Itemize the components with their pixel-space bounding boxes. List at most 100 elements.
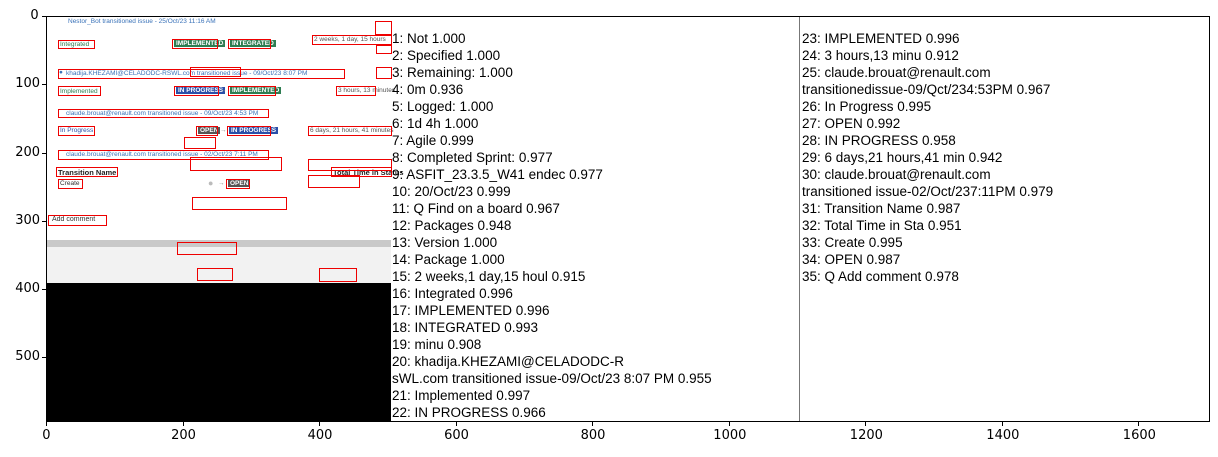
lozenge-2b: IMPLEMENTED [230,87,282,94]
lozenge-4: OPEN [228,180,251,187]
detection-box [177,242,237,255]
detection-box [227,126,271,136]
ocr-line: 29: 6 days,21 hours,41 min 0.942 [802,150,1003,165]
ocr-line: 30: claude.brouat@renault.com [802,167,991,182]
y-tick [42,357,46,359]
detection-box [58,86,101,96]
y-tick [42,220,46,222]
activity-3: claude.brouat@renault.com transitioned i… [66,110,259,117]
x-tick-label: 1200 [849,428,883,443]
ocr-line: 15: 2 weeks,1 day,15 houl 0.915 [392,269,586,284]
x-tick-label: 1400 [986,428,1020,443]
ocr-line: 11: Q Find on a board 0.967 [392,201,560,216]
ocr-line: 33: Create 0.995 [802,235,903,250]
activity-1: Nestor_Bot transitioned issue - 25/Oct/2… [68,18,216,25]
x-tick-label: 1000 [713,428,747,443]
ocr-line: 2: Specified 1.000 [392,48,501,63]
detection-box [197,268,233,281]
detection-box [312,35,392,45]
detection-box [375,21,392,35]
ocr-line: 3: Remaining: 1.000 [392,65,513,80]
column-transition-name: Transition Name [58,168,117,177]
plot-frame [46,16,1210,422]
ocr-line: 19: minu 0.908 [392,337,482,352]
ocr-line: 17: IMPLEMENTED 0.996 [392,303,550,318]
activity-4: claude.brouat@renault.com transitioned i… [66,151,258,158]
y-tick-label: 300 [15,212,41,228]
x-tick [865,422,866,426]
ocr-line: 21: Implemented 0.997 [392,388,531,403]
ocr-line: 31: Transition Name 0.987 [802,201,961,216]
y-tick [42,16,46,17]
detection-box [190,157,282,171]
ocr-line: 14: Package 1.000 [392,252,505,267]
lozenge-1b: INTEGRATED [230,40,276,47]
arrow-icon: → [220,127,227,134]
arrow-icon: → [219,40,226,47]
ocr-line: 10: 20/Oct/23 0.999 [392,184,511,199]
ocr-line: 26: In Progress 0.995 [802,99,932,114]
x-tick-label: 0 [42,428,51,443]
y-tick-label: 200 [15,144,41,160]
ocr-line: transitionedissue-09/Qct/234:53PM 0.967 [802,82,1051,97]
detection-box [184,137,216,149]
detection-box [58,40,95,49]
x-tick [592,422,593,426]
x-tick-label: 200 [171,428,196,443]
x-tick [319,422,320,426]
detection-box [336,86,376,96]
ocr-line: 24: 3 hours,13 minu 0.912 [802,48,959,63]
ocr-line: 25: claude.brouat@renault.com [802,65,991,80]
y-tick [42,84,46,86]
y-tick-label: 400 [15,281,41,296]
ocr-line: 27: OPEN 0.992 [802,116,901,131]
detection-box [376,45,392,54]
detection-box [56,167,118,177]
column-divider [799,17,800,421]
detection-box [58,150,269,160]
x-tick-label: 400 [307,428,333,443]
detection-box [319,268,357,282]
detection-box [58,179,83,189]
duration-3: 6 days, 21 hours, 41 minutes [310,127,394,134]
detection-box [308,126,392,136]
detection-box [228,39,271,49]
detection-box [192,197,287,210]
ocr-line: 22: IN PROGRESS 0.966 [392,405,546,420]
y-tick [42,289,46,290]
avatar-icon: ● [59,69,63,76]
column-total-time: Total Time in Status [333,168,404,177]
detection-box [58,109,269,118]
ocr-line: 20: khadija.KHEZAMI@CELADODC-R [392,354,625,369]
x-tick [455,422,457,426]
ocr-line: 6: 1d 4h 1.000 [392,116,479,131]
x-tick [728,422,730,426]
detection-box [226,179,250,189]
detection-box [308,159,392,171]
detection-box [376,67,392,79]
detection-box [308,175,360,188]
lozenge-2a: IN PROGRESS [176,87,226,94]
x-tick-label: 800 [580,428,606,443]
dot-icon: ● [208,178,214,188]
lozenge-1a: IMPLEMENTED [174,40,226,47]
detection-box [58,69,345,79]
status-from-3: In Progress [60,127,94,134]
add-comment-button[interactable]: Add comment [52,216,96,223]
x-tick-label: 1600 [1122,428,1156,443]
lozenge-3b: IN PROGRESS [229,127,279,134]
status-from-1: Integrated [60,41,90,48]
ocr-line: 4: 0m 0.936 [392,82,464,97]
ocr-line: 35: Q Add comment 0.978 [802,269,959,284]
arrow-icon: → [218,180,225,187]
status-from-2: Implemented [60,88,98,95]
ocr-line: 5: Logged: 1.000 [392,99,494,114]
detection-box [331,167,392,177]
y-tick-label: 500 [15,349,41,365]
duration-2: 3 hours, 13 minutes [338,87,396,94]
ocr-line: 18: INTEGRATED 0.993 [392,320,539,335]
detection-box [58,126,95,136]
create-label: Create [60,180,80,187]
ocr-line: sWL.com transitioned issue-09/Oct/23 8:0… [392,371,712,386]
